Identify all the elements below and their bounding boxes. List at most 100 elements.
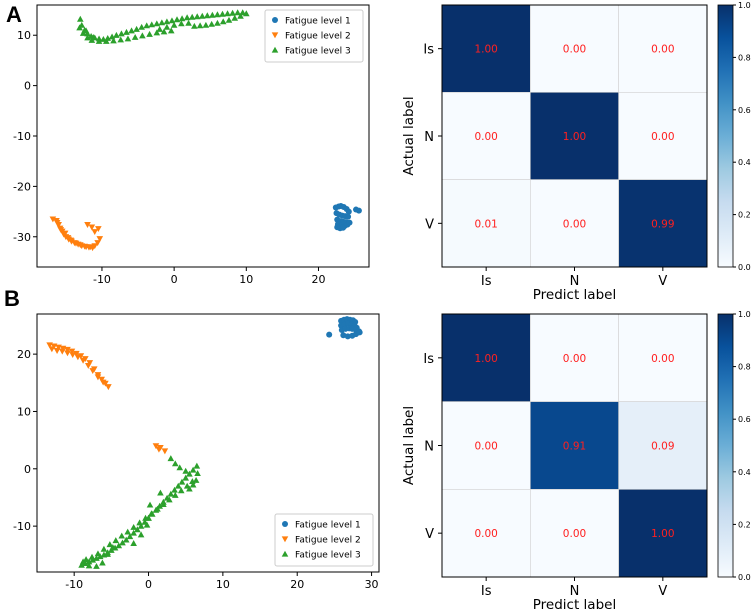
point-fatigue-level-2 <box>105 384 112 391</box>
x-tick-label: 10 <box>239 273 253 286</box>
colorbar-tick-label: 0.0 <box>738 263 751 272</box>
y-tick-label: 20 <box>17 348 31 361</box>
point-fatigue-level-3 <box>189 466 197 473</box>
point-fatigue-level-3 <box>93 562 100 569</box>
point-fatigue-level-3 <box>156 25 163 32</box>
cell-value-label: 0.00 <box>651 131 674 143</box>
point-fatigue-level-3 <box>171 460 179 467</box>
y-axis-label: Actual label <box>401 406 417 485</box>
point-fatigue-level-3 <box>85 558 93 565</box>
colorbar-tick-label: 0.6 <box>738 106 751 115</box>
colorbar-tick-label: 0.8 <box>738 363 751 372</box>
x-axis-label: Predict label <box>533 287 616 303</box>
col-label: N <box>570 584 580 599</box>
point-fatigue-level-3 <box>183 482 191 489</box>
cell-value-label: 1.00 <box>474 353 497 365</box>
cell-value-label: 0.00 <box>563 353 586 365</box>
point-fatigue-level-3 <box>173 16 181 23</box>
point-fatigue-level-2 <box>48 346 56 353</box>
cell-value-label: 0.00 <box>474 441 497 453</box>
point-fatigue-level-2 <box>72 240 80 247</box>
point-fatigue-level-3 <box>214 19 221 26</box>
point-fatigue-level-3 <box>237 12 244 19</box>
chart-a-heatmap: 1.00 0.00 0.00 0.00 1.00 0.00 0.01 0.00 0.99 Is N V… <box>401 1 751 303</box>
point-fatigue-level-3 <box>148 21 156 28</box>
point-fatigue-level-3 <box>176 464 184 471</box>
point-fatigue-level-3 <box>158 19 166 26</box>
legend-label: Fatigue level 2 <box>285 32 351 42</box>
x-axis-label: Predict label <box>533 597 616 610</box>
legend-marker <box>281 550 289 557</box>
chart-a-scatter: -10 0 10 20 -30 -20 -10 0 10 Fatigue level 1 Fatig… <box>13 4 370 286</box>
legend-label: Fatigue level 1 <box>285 17 351 27</box>
row-label: N <box>424 440 434 455</box>
point-fatigue-level-3 <box>94 550 102 557</box>
point-fatigue-level-3 <box>128 27 135 34</box>
point-fatigue-level-3 <box>186 470 193 477</box>
point-fatigue-level-3 <box>126 533 134 540</box>
colorbar-tick-label: 0.8 <box>738 53 751 62</box>
legend-box <box>274 513 374 567</box>
x-tick-label: -10 <box>65 578 83 591</box>
point-fatigue-level-3 <box>214 11 221 18</box>
colorbar-tick-label: 1.0 <box>738 310 751 319</box>
point-fatigue-level-3 <box>188 13 196 20</box>
point-fatigue-level-2 <box>161 448 169 455</box>
point-fatigue-level-3 <box>95 37 103 44</box>
point-fatigue-level-3 <box>106 541 114 548</box>
panel-letter-b: B <box>4 286 20 311</box>
point-fatigue-level-3 <box>78 561 85 568</box>
cell-value-label: 1.00 <box>563 131 586 143</box>
point-fatigue-level-2 <box>61 230 69 237</box>
legend-label: Fatigue level 2 <box>295 536 361 546</box>
cell-value-label: 0.00 <box>474 131 497 143</box>
cell-value-label: 0.00 <box>563 44 586 56</box>
point-fatigue-level-3 <box>163 18 171 25</box>
x-tick-label: 20 <box>311 273 325 286</box>
panel-letter-a: A <box>6 2 22 27</box>
point-fatigue-level-3 <box>178 478 186 485</box>
point-fatigue-level-2 <box>49 216 57 223</box>
point-fatigue-level-3 <box>219 18 227 25</box>
colorbar-tick-label: 0.2 <box>738 520 751 529</box>
point-fatigue-level-3 <box>102 37 110 44</box>
point-fatigue-level-2 <box>64 350 71 357</box>
cell-value-label: 0.91 <box>563 441 586 453</box>
point-fatigue-level-3 <box>143 22 151 29</box>
point-fatigue-level-3 <box>243 10 250 17</box>
legend-marker <box>281 536 289 543</box>
point-fatigue-level-3 <box>118 30 125 37</box>
point-fatigue-level-3 <box>193 13 201 20</box>
point-fatigue-level-3 <box>189 478 196 485</box>
point-fatigue-level-3 <box>154 505 161 512</box>
point-fatigue-level-3 <box>109 544 117 550</box>
heatmap-cell <box>530 92 619 180</box>
point-fatigue-level-3 <box>204 12 211 19</box>
colorbar-tick-label: 0.4 <box>738 158 751 167</box>
point-fatigue-level-3 <box>130 529 137 536</box>
point-fatigue-level-3 <box>88 36 96 43</box>
point-fatigue-level-3 <box>134 526 141 533</box>
point-fatigue-level-3 <box>191 22 198 29</box>
point-fatigue-level-3 <box>124 528 132 535</box>
colorbar-tick-label: 0.4 <box>738 468 751 477</box>
point-fatigue-level-3 <box>113 31 120 38</box>
point-fatigue-level-1 <box>346 219 353 226</box>
point-fatigue-level-3 <box>167 455 175 462</box>
point-fatigue-level-3 <box>167 490 175 497</box>
legend-box <box>264 9 364 63</box>
point-fatigue-level-1 <box>356 329 363 336</box>
row-label: Is <box>423 43 434 58</box>
cell-value-label: 0.00 <box>651 353 674 365</box>
point-fatigue-level-3 <box>189 481 197 488</box>
point-fatigue-level-3 <box>174 482 182 489</box>
heatmap-cell <box>441 179 531 268</box>
legend-label: Fatigue level 1 <box>295 521 361 531</box>
point-fatigue-level-3 <box>146 501 154 508</box>
point-fatigue-level-3 <box>77 15 84 22</box>
point-fatigue-level-2 <box>57 227 65 234</box>
point-fatigue-level-3 <box>224 10 231 17</box>
point-fatigue-level-3 <box>178 20 185 27</box>
point-fatigue-level-3 <box>196 22 204 29</box>
point-fatigue-level-3 <box>89 33 97 40</box>
